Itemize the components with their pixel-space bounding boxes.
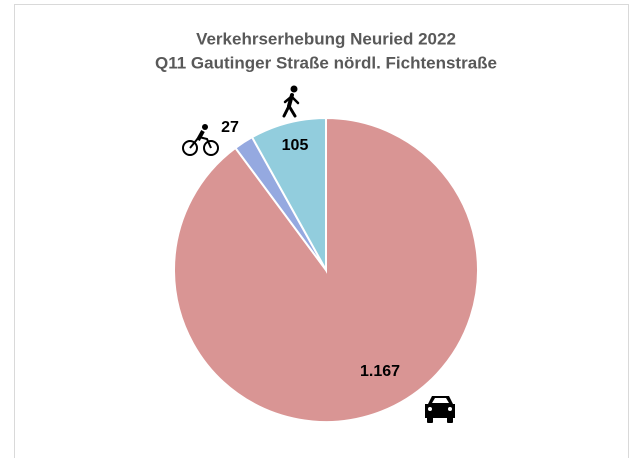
- bike-icon: [182, 124, 219, 156]
- data-label: 105: [282, 137, 309, 154]
- pie: [173, 116, 479, 423]
- data-label: 1.167: [360, 363, 400, 380]
- walker-icon: [282, 85, 300, 118]
- chart-title: Verkehrserhebung Neuried 2022: [196, 29, 456, 48]
- car-icon: [425, 396, 455, 423]
- pie-slice: [250, 116, 327, 274]
- chart-subtitle: Q11 Gautinger Straße nördl. Fichtenstraß…: [155, 53, 497, 72]
- data-label: 27: [221, 119, 239, 136]
